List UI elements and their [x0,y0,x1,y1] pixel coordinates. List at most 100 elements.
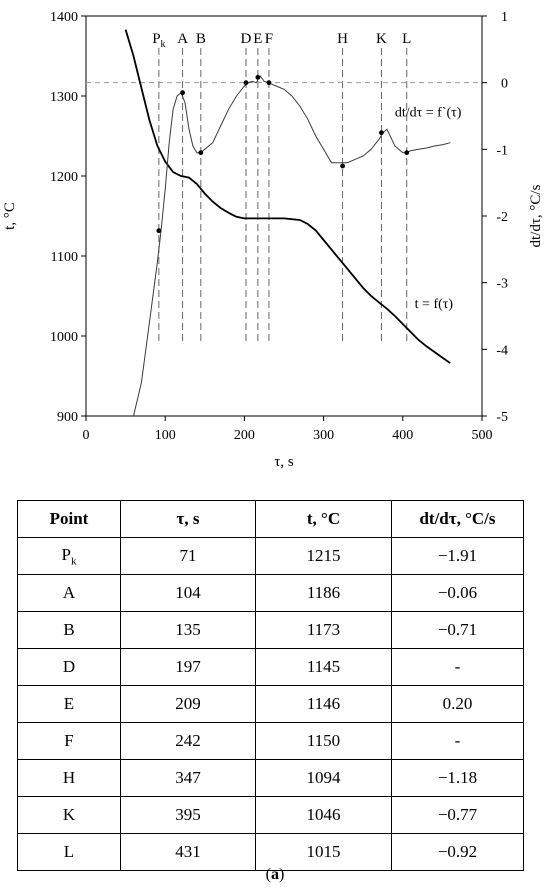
axis-labels: τ, s t, °C dt/dτ, °C/s dt/dτ = f`(τ) t = f(τ… [2,106,544,470]
cell-derivative: −0.06 [391,574,524,612]
y2-tick-label: 0 [501,77,508,92]
cell-point: K [17,796,121,834]
guide-label-d: D [241,31,252,47]
guide-label-k: K [376,31,387,47]
cell-point: L [17,833,121,871]
cell-point: A [17,574,121,612]
figure-caption: (a) [265,866,285,883]
y-tick-label: 900 [57,410,78,425]
guide-label-a: A [177,31,188,47]
series-lines [124,29,451,417]
derivative-curve [133,75,451,417]
cell-derivative: −0.92 [391,833,524,871]
derivative-point [266,80,272,86]
cell-temperature: 1094 [255,759,392,797]
cell-derivative: - [391,722,524,760]
cell-tau: 197 [120,648,256,686]
cell-temperature: 1145 [255,648,392,686]
derivative-point [340,163,346,169]
table-row: H 347 1094 −1.18 [17,759,524,797]
derivative-curve-label: dt/dτ = f`(τ) [395,106,462,121]
table-row: F 242 1150- [17,722,524,760]
cell-tau: 135 [120,611,256,649]
y2-tick-label: 1 [501,10,508,25]
y2-axis-label: dt/dτ, °C/s [528,184,544,247]
cell-temperature: 1046 [255,796,392,834]
derivative-point [379,130,384,136]
y-tick-label: 1100 [51,250,78,265]
y2-tick-label: -2 [496,210,508,225]
cell-temperature: 1146 [255,685,392,723]
cell-point: E [17,685,121,723]
table-header-row: Point τ, s t, °C dt/dτ, °C/s [17,500,524,538]
header-derivative: dt/dτ, °C/s [391,500,524,538]
x-tick-label: 100 [155,428,176,443]
y-tick-label: 1000 [50,330,78,345]
cell-temperature: 1015 [255,833,392,871]
derivative-point [243,80,249,86]
x-tick-label: 300 [313,428,334,443]
cell-tau: 395 [120,796,256,834]
cell-derivative: −1.18 [391,759,524,797]
table-row: A 104 1186 −0.06 [17,574,524,612]
y-axis-label: t, °C [2,202,18,230]
x-tick-label: 500 [472,428,493,443]
cell-temperature: 1173 [255,611,392,649]
cell-temperature: 1150 [255,722,392,760]
x-axis-label: τ, s [274,454,294,470]
tick-labels: 0 100 200 300 400 500 900 1000 1100 1200 1300 1400 -… [50,10,508,443]
cell-derivative: 0.20 [391,685,524,723]
x-tick-label: 200 [234,428,255,443]
y-tick-label: 1200 [50,170,78,185]
table-row: B 135 1173 −0.71 [17,611,524,649]
header-tau: τ, s [120,500,256,538]
cell-point: D [17,648,121,686]
cell-derivative: −1.91 [391,537,524,575]
y-tick-label: 1400 [50,10,78,25]
cell-tau: 209 [120,685,256,723]
guide-label-h: H [337,31,348,47]
y-tick-label: 1300 [50,90,78,105]
cell-point: F [17,722,121,760]
guide-label-e: E [253,31,262,47]
cell-tau: 104 [120,574,256,612]
table-row: E 209 1146 0.20 [17,685,524,723]
cell-point: H [17,759,121,797]
derivative-point [404,150,410,156]
cell-point: B [17,611,121,649]
cooling-curve-chart: 0 100 200 300 400 500 900 1000 1100 1200 1300 1400 -… [2,10,544,470]
points-table: Point τ, s t, °C dt/dτ, °C/s Pk 71 1215 −1.… [17,500,524,871]
guide-label-l: L [402,31,411,47]
cell-tau: 347 [120,759,256,797]
x-tick-label: 0 [83,428,90,443]
guide-label-p: Pk [152,31,165,50]
point-subscript: k [70,555,77,568]
y2-tick-label: -1 [496,143,508,158]
guide-label-b: B [196,31,206,47]
vertical-guide-lines [158,48,408,343]
y2-tick-label: -3 [496,277,508,292]
cell-temperature: 1215 [255,537,392,575]
derivative-point [198,150,204,156]
table-row: L 431 1015 −0.92 [17,833,524,871]
cell-derivative: −0.77 [391,796,524,834]
temperature-curve-label: t = f(τ) [415,297,454,312]
cell-temperature: 1186 [255,574,392,612]
table-row: D 197 1145- [17,648,524,686]
derivative-point [180,90,186,96]
x-tick-label: 400 [392,428,413,443]
cell-tau: 242 [120,722,256,760]
cell-derivative: - [391,648,524,686]
axes-frame [81,15,487,421]
table-row: Pk 71 1215 −1.91 [17,537,524,575]
guide-label-f: F [265,31,273,47]
table-row: K 395 1046 −0.77 [17,796,524,834]
derivative-point [255,74,261,80]
derivative-point [156,228,162,234]
caption-letter: a [271,866,279,883]
cell-point: Pk [17,537,121,575]
header-temperature: t, °C [255,500,392,538]
derivative-markers [156,74,410,234]
y2-tick-label: -4 [496,343,508,358]
cell-tau: 71 [120,537,256,575]
